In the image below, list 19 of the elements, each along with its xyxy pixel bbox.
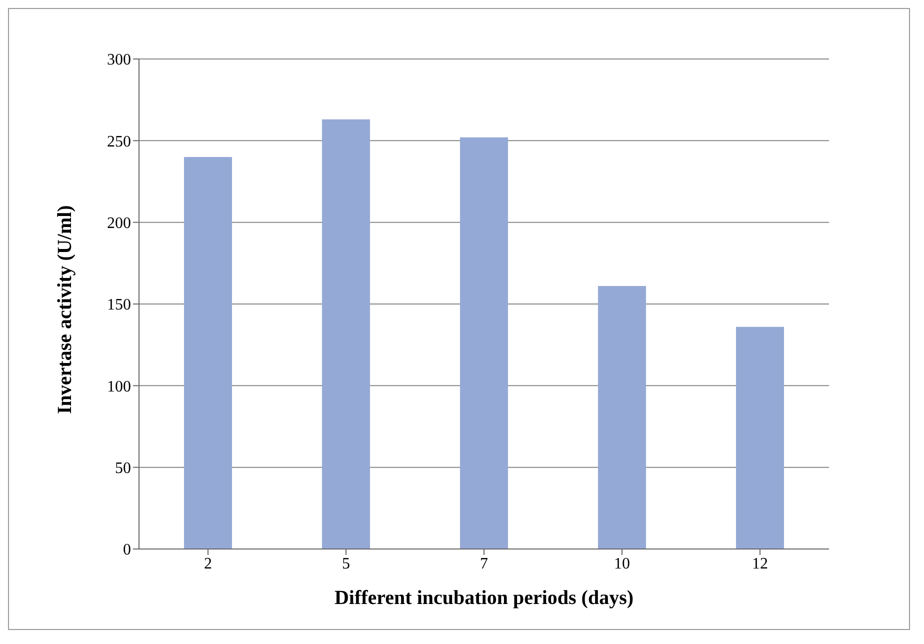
x-axis-title: Different incubation periods (days): [334, 587, 634, 609]
y-tick-label: 250: [107, 133, 131, 150]
y-tick-label: 300: [107, 52, 131, 69]
bar: [598, 286, 646, 549]
y-tick-label: 50: [115, 460, 131, 478]
y-tick-label: 100: [107, 378, 131, 396]
x-tick-label: 7: [480, 555, 488, 572]
x-tick-label: 12: [752, 555, 768, 572]
x-tick-label: 5: [342, 555, 350, 572]
y-tick-label: 150: [107, 296, 131, 314]
bar: [460, 137, 508, 549]
bar: [322, 119, 370, 549]
bar: [184, 157, 232, 549]
y-axis-title: Invertase activity (U/ml): [54, 205, 76, 414]
y-tick-label: 0: [123, 542, 131, 559]
bar: [736, 326, 784, 549]
y-tick-label: 200: [107, 215, 131, 232]
x-tick-label: 10: [614, 555, 630, 572]
x-tick-label: 2: [204, 555, 212, 572]
